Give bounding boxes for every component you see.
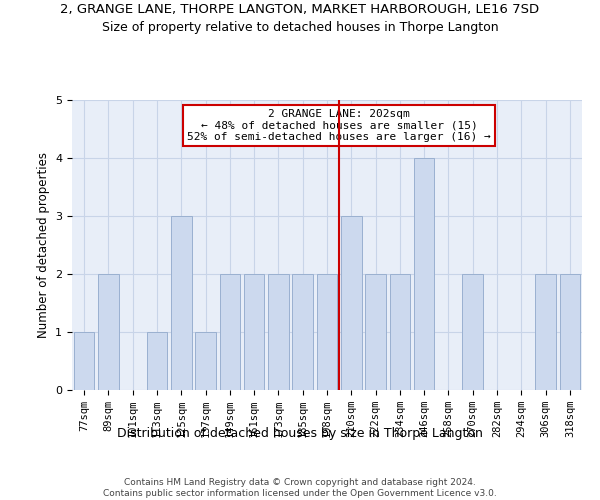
Bar [146,332,167,390]
Bar [341,216,362,390]
Text: Distribution of detached houses by size in Thorpe Langton: Distribution of detached houses by size … [117,428,483,440]
Text: Size of property relative to detached houses in Thorpe Langton: Size of property relative to detached ho… [101,21,499,34]
Bar [220,274,240,390]
Bar [365,274,386,390]
Text: Contains HM Land Registry data © Crown copyright and database right 2024.
Contai: Contains HM Land Registry data © Crown c… [103,478,497,498]
Y-axis label: Number of detached properties: Number of detached properties [37,152,50,338]
Bar [463,274,483,390]
Bar [560,274,580,390]
Bar [171,216,191,390]
Bar [244,274,265,390]
Bar [195,332,216,390]
Text: 2 GRANGE LANE: 202sqm
← 48% of detached houses are smaller (15)
52% of semi-deta: 2 GRANGE LANE: 202sqm ← 48% of detached … [187,108,491,142]
Bar [98,274,119,390]
Bar [414,158,434,390]
Bar [292,274,313,390]
Text: 2, GRANGE LANE, THORPE LANGTON, MARKET HARBOROUGH, LE16 7SD: 2, GRANGE LANE, THORPE LANGTON, MARKET H… [61,2,539,16]
Bar [268,274,289,390]
Bar [317,274,337,390]
Bar [74,332,94,390]
Bar [389,274,410,390]
Bar [535,274,556,390]
